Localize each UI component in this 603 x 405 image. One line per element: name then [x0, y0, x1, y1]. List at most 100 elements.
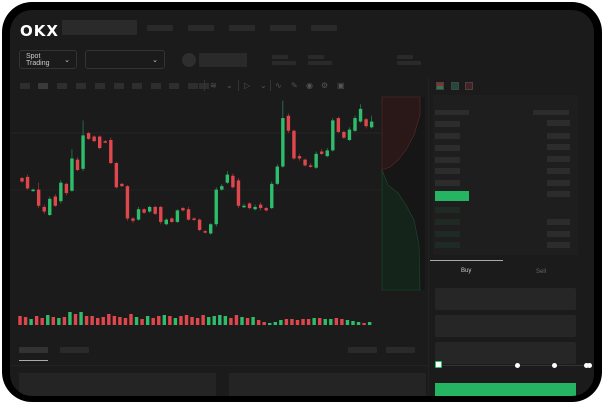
- depth-asks-area: [381, 96, 421, 171]
- interval-button-active[interactable]: [38, 83, 48, 89]
- bid-price[interactable]: [435, 231, 460, 237]
- interval-button[interactable]: [151, 83, 161, 89]
- orderbook-both-icon[interactable]: [436, 82, 444, 90]
- nav-item[interactable]: [270, 25, 296, 31]
- candle: [264, 208, 268, 211]
- ask-price[interactable]: [435, 133, 460, 139]
- percent-slider-handle[interactable]: [435, 361, 442, 368]
- ask-price[interactable]: [435, 168, 460, 174]
- amount-input[interactable]: [435, 315, 576, 337]
- orders-panel: [19, 373, 216, 396]
- stat-label: [308, 55, 324, 59]
- candle: [308, 165, 313, 167]
- divider: [238, 80, 239, 91]
- candle: [275, 166, 279, 184]
- interval-button[interactable]: [132, 83, 142, 89]
- interval-button[interactable]: [20, 83, 30, 89]
- ask-price[interactable]: [435, 145, 460, 151]
- interval-button[interactable]: [57, 83, 67, 89]
- slider-stop-50[interactable]: [552, 363, 557, 368]
- volume-bar: [84, 316, 89, 325]
- bid-price[interactable]: [435, 242, 460, 248]
- candle: [281, 118, 285, 167]
- nav-item[interactable]: [229, 25, 255, 31]
- percent-slider-track[interactable]: [437, 365, 587, 366]
- candle: [20, 178, 24, 182]
- slider-stop-75[interactable]: [587, 363, 592, 368]
- camera-icon[interactable]: ◉: [306, 81, 313, 90]
- bid-price[interactable]: [435, 207, 460, 213]
- interval-button[interactable]: [114, 83, 124, 89]
- slider-stop-100[interactable]: [584, 363, 589, 368]
- volume-bar: [101, 317, 105, 325]
- candle: [336, 118, 341, 132]
- ask-size: [547, 133, 570, 139]
- filter-button[interactable]: [348, 347, 377, 353]
- candle: [258, 204, 263, 209]
- ask-price[interactable]: [435, 121, 460, 127]
- search-bar[interactable]: [62, 20, 137, 35]
- volume-bar: [306, 319, 311, 325]
- tab-buy[interactable]: Buy: [461, 268, 472, 274]
- interval-button[interactable]: [76, 83, 86, 89]
- chart-type-icon[interactable]: ≋: [210, 81, 217, 90]
- draw-line-icon[interactable]: ∿: [275, 81, 282, 90]
- chevron-down-icon[interactable]: ⌄: [226, 81, 233, 90]
- orderbook-sell-icon[interactable]: [465, 82, 473, 90]
- volume-bar: [284, 319, 289, 325]
- candle: [75, 159, 80, 170]
- interval-button[interactable]: [188, 83, 198, 89]
- candle: [353, 118, 357, 131]
- ask-size: [547, 156, 570, 162]
- nav-item[interactable]: [311, 25, 337, 31]
- nav-item[interactable]: [147, 25, 173, 31]
- volume-bar: [367, 322, 372, 325]
- candle: [358, 108, 363, 122]
- chevron-down-icon[interactable]: ⌄: [260, 81, 267, 90]
- chevron-down-icon: ⌄: [152, 56, 158, 64]
- volume-bar: [345, 320, 350, 325]
- orderbook-buy-icon[interactable]: [451, 82, 459, 90]
- candle: [175, 210, 180, 222]
- candle: [286, 115, 291, 131]
- fullscreen-icon[interactable]: ▣: [337, 81, 345, 90]
- volume-bar: [301, 319, 305, 325]
- candle: [325, 150, 329, 157]
- candle: [164, 219, 168, 225]
- volume-bar: [168, 316, 172, 325]
- tab-history[interactable]: [60, 347, 89, 353]
- total-input[interactable]: [435, 342, 576, 364]
- ask-price[interactable]: [435, 180, 460, 186]
- candle: [31, 189, 35, 192]
- volume-bar: [329, 319, 333, 325]
- volume-bar: [207, 317, 211, 325]
- candle: [59, 182, 63, 202]
- price-input[interactable]: [435, 288, 576, 310]
- interval-button[interactable]: [169, 83, 179, 89]
- tab-open-orders[interactable]: [19, 347, 48, 353]
- ask-price[interactable]: [435, 157, 460, 163]
- buy-submit-button[interactable]: [435, 383, 576, 396]
- indicator-icon[interactable]: ▷: [244, 81, 251, 90]
- volume-bar: [51, 317, 55, 325]
- candlestick-chart[interactable]: [10, 95, 428, 340]
- bid-price[interactable]: [435, 219, 460, 225]
- filter-button[interactable]: [386, 347, 415, 353]
- volume-bar: [201, 315, 205, 325]
- interval-button[interactable]: [95, 83, 105, 89]
- volume-bar: [212, 316, 216, 325]
- last-price-badge[interactable]: [435, 191, 469, 201]
- market-selector[interactable]: Spot Trading ⌄: [19, 50, 77, 69]
- pair-selector[interactable]: ⌄: [85, 50, 165, 69]
- order-book: [433, 95, 578, 255]
- candle: [214, 189, 218, 225]
- volume-bar: [312, 318, 316, 325]
- ruler-icon[interactable]: ✎: [291, 81, 298, 90]
- settings-icon[interactable]: ⚙: [321, 81, 329, 90]
- candle: [303, 159, 307, 166]
- nav-item[interactable]: [188, 25, 214, 31]
- candle: [347, 129, 352, 140]
- candle: [36, 189, 41, 206]
- slider-stop-25[interactable]: [515, 363, 520, 368]
- tab-sell[interactable]: Sell: [536, 269, 547, 275]
